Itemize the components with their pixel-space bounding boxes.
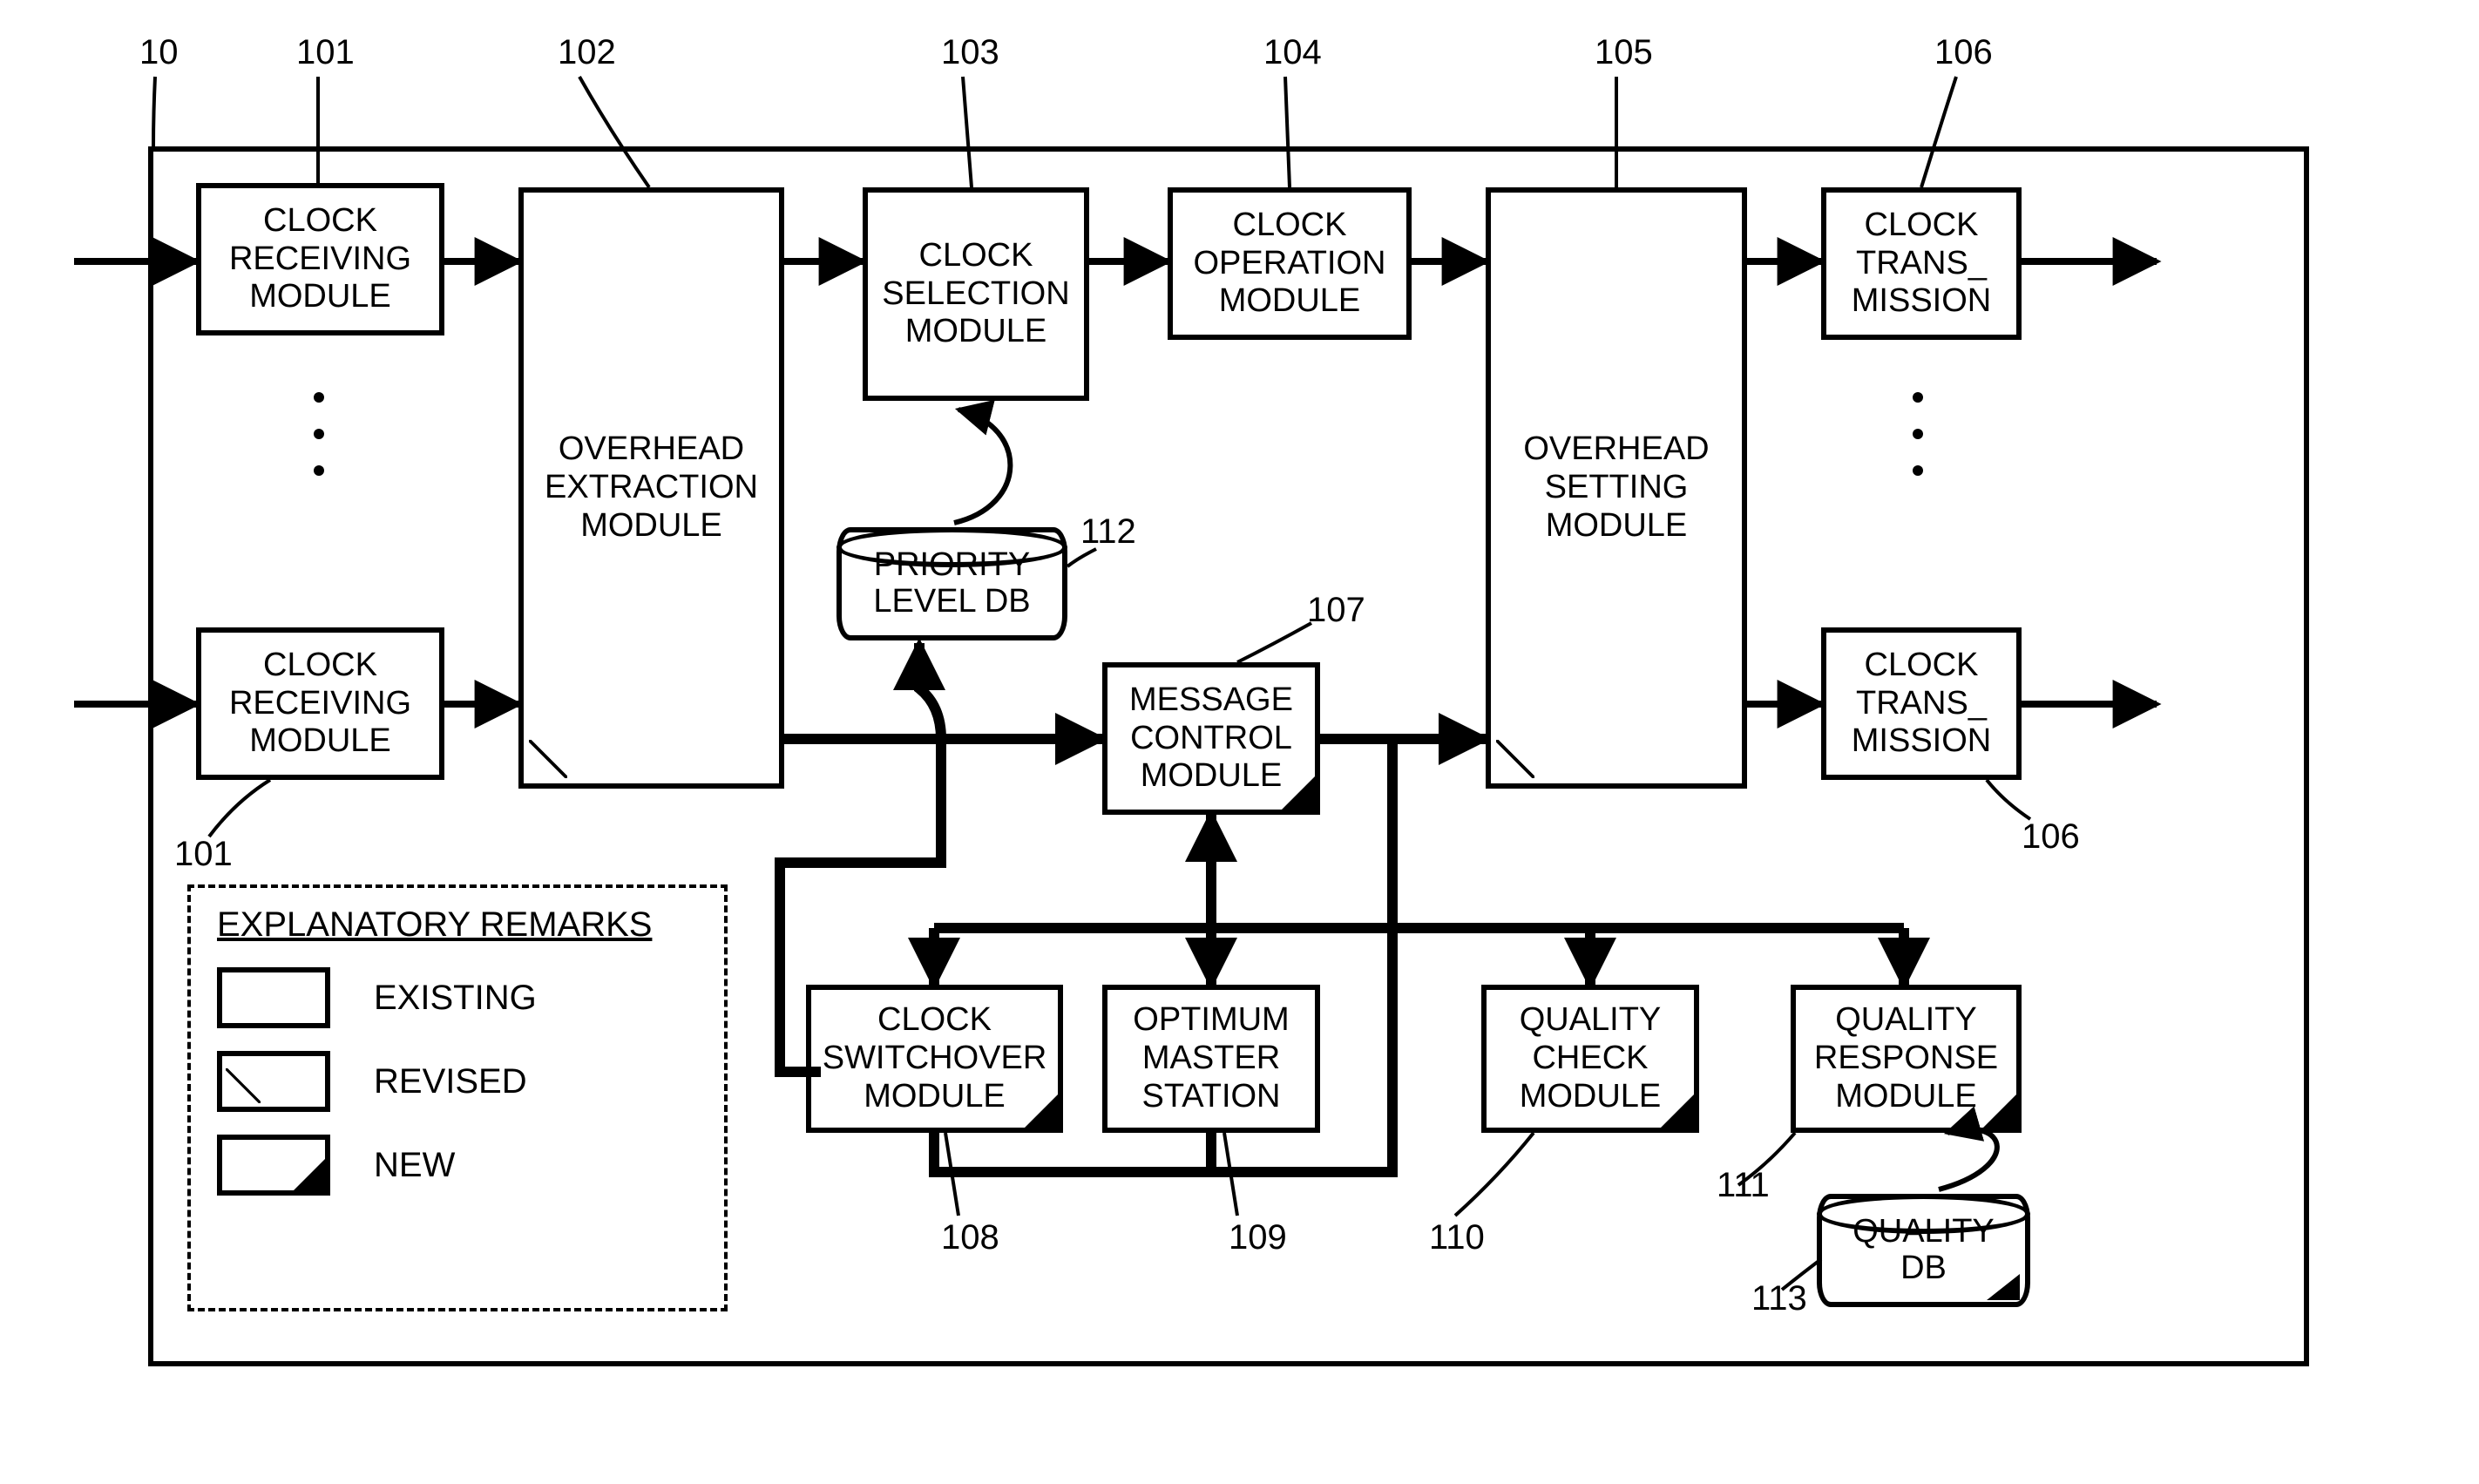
legend-title: EXPLANATORY REMARKS [217, 905, 698, 945]
module-n103: CLOCK SELECTION MODULE [863, 187, 1089, 401]
legend-label: EXISTING [374, 979, 537, 1018]
module-label: CLOCK RECEIVING MODULE [229, 202, 411, 316]
ref-label-113: 113 [1751, 1281, 1807, 1316]
module-n107: MESSAGE CONTROL MODULE [1102, 662, 1320, 815]
legend-swatch-new [217, 1135, 330, 1196]
module-label: CLOCK TRANS_ MISSION [1852, 207, 1991, 321]
legend-swatch-existing [217, 967, 330, 1028]
ref-label-101: 101 [174, 837, 233, 871]
legend-label: REVISED [374, 1062, 527, 1101]
priority-level-db: PRIORITY LEVEL DB [836, 527, 1067, 640]
legend-box: EXPLANATORY REMARKS EXISTING REVISED NEW [187, 884, 728, 1311]
module-label: QUALITY CHECK MODULE [1520, 1001, 1662, 1115]
module-label: QUALITY RESPONSE MODULE [1814, 1001, 1998, 1115]
module-n101a: CLOCK RECEIVING MODULE [196, 183, 444, 335]
module-n110: QUALITY CHECK MODULE [1481, 985, 1699, 1133]
module-n104: CLOCK OPERATION MODULE [1168, 187, 1412, 340]
module-label: OVERHEAD EXTRACTION MODULE [545, 430, 758, 545]
ref-label-102: 102 [558, 35, 616, 70]
module-n105: OVERHEAD SETTING MODULE [1486, 187, 1747, 789]
ref-label-104: 104 [1263, 35, 1322, 70]
vertical-ellipsis [314, 392, 324, 476]
quality-db: QUALITY DB [1817, 1194, 2030, 1307]
ref-label-103: 103 [941, 35, 999, 70]
ref-label-109: 109 [1229, 1220, 1287, 1255]
legend-label: NEW [374, 1146, 455, 1185]
module-label: CLOCK RECEIVING MODULE [229, 647, 411, 761]
legend-item-revised: REVISED [217, 1051, 698, 1112]
db-label: QUALITY DB [1852, 1214, 1995, 1287]
legend-item-new: NEW [217, 1135, 698, 1196]
module-label: OVERHEAD SETTING MODULE [1523, 430, 1709, 545]
module-label: CLOCK SELECTION MODULE [882, 237, 1069, 351]
legend-swatch-revised [217, 1051, 330, 1112]
module-n109: OPTIMUM MASTER STATION [1102, 985, 1320, 1133]
module-label: CLOCK OPERATION MODULE [1194, 207, 1386, 321]
diagram-canvas: CLOCK RECEIVING MODULE CLOCK RECEIVING MO… [0, 0, 2479, 1484]
module-n106a: CLOCK TRANS_ MISSION [1821, 187, 2022, 340]
module-label: CLOCK SWITCHOVER MODULE [823, 1001, 1047, 1115]
module-label: MESSAGE CONTROL MODULE [1129, 681, 1293, 796]
ref-label-101: 101 [296, 35, 355, 70]
db-label: PRIORITY LEVEL DB [873, 547, 1030, 620]
module-label: CLOCK TRANS_ MISSION [1852, 647, 1991, 761]
ref-label-112: 112 [1080, 514, 1136, 549]
ref-label-108: 108 [941, 1220, 999, 1255]
ref-label-106: 106 [1934, 35, 1993, 70]
vertical-ellipsis [1913, 392, 1923, 476]
ref-label-110: 110 [1429, 1220, 1485, 1255]
ref-label-10: 10 [139, 35, 179, 70]
module-n101b: CLOCK RECEIVING MODULE [196, 627, 444, 780]
ref-label-106: 106 [2022, 819, 2080, 854]
ref-label-107: 107 [1307, 593, 1365, 627]
legend-item-existing: EXISTING [217, 967, 698, 1028]
ref-label-111: 111 [1717, 1168, 1770, 1203]
ref-label-105: 105 [1595, 35, 1653, 70]
module-n102: OVERHEAD EXTRACTION MODULE [518, 187, 784, 789]
module-n111: QUALITY RESPONSE MODULE [1791, 985, 2022, 1133]
module-n108: CLOCK SWITCHOVER MODULE [806, 985, 1063, 1133]
module-n106b: CLOCK TRANS_ MISSION [1821, 627, 2022, 780]
module-label: OPTIMUM MASTER STATION [1133, 1001, 1289, 1115]
